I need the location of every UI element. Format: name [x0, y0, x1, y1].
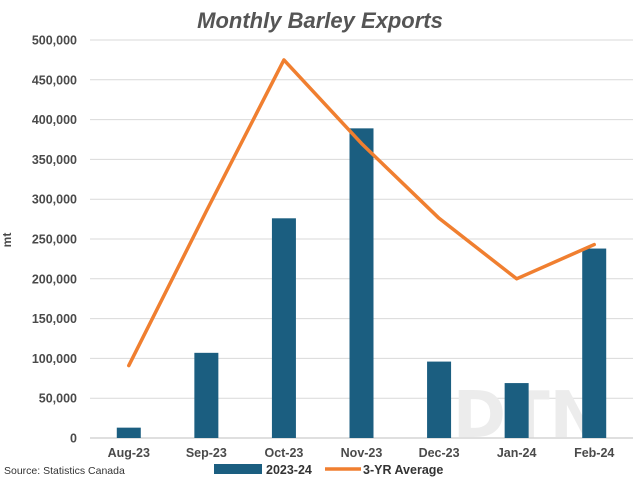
y-tick-label: 450,000 — [32, 73, 77, 87]
bar — [504, 383, 529, 438]
y-tick-label: 100,000 — [32, 352, 77, 366]
y-tick-label: 400,000 — [32, 113, 77, 127]
chart-title: Monthly Barley Exports — [197, 8, 443, 33]
y-tick-label: 500,000 — [32, 34, 77, 48]
x-tick-label: Oct-23 — [264, 446, 303, 460]
bar — [349, 128, 374, 438]
bar — [194, 352, 219, 438]
x-tick-labels: Aug-23 Sep-23 Oct-23 Nov-23 Dec-23 Jan-24 Feb-… — [108, 446, 615, 460]
x-tick-label: Feb-24 — [574, 446, 614, 460]
y-tick-label: 150,000 — [32, 312, 77, 326]
y-tick-label: 0 — [70, 432, 77, 446]
bar — [116, 427, 141, 438]
y-tick-label: 50,000 — [39, 392, 77, 406]
y-tick-label: 250,000 — [32, 233, 77, 247]
legend-label: 2023-24 — [266, 463, 312, 477]
x-tick-label: Nov-23 — [341, 446, 383, 460]
y-tick-labels: 0 50,000 100,000 150,000 200,000 250,000 300,0… — [32, 34, 77, 446]
y-tick-label: 200,000 — [32, 272, 77, 286]
bars — [116, 128, 607, 438]
bar — [427, 361, 452, 438]
x-tick-label: Jan-24 — [497, 446, 537, 460]
source-note: Source: Statistics Canada — [4, 465, 125, 477]
y-tick-label: 300,000 — [32, 193, 77, 207]
bar — [582, 248, 607, 438]
legend: 2023-24 3-YR Average — [214, 463, 443, 477]
y-axis-label: mt — [0, 233, 14, 248]
legend-label: 3-YR Average — [363, 463, 443, 477]
average-line — [127, 58, 596, 368]
x-tick-label: Sep-23 — [186, 446, 227, 460]
legend-swatch-bar — [214, 464, 262, 474]
x-tick-label: Dec-23 — [419, 446, 460, 460]
x-tick-label: Aug-23 — [108, 446, 150, 460]
y-tick-label: 350,000 — [32, 153, 77, 167]
series-line — [127, 58, 596, 368]
bar — [271, 218, 296, 438]
